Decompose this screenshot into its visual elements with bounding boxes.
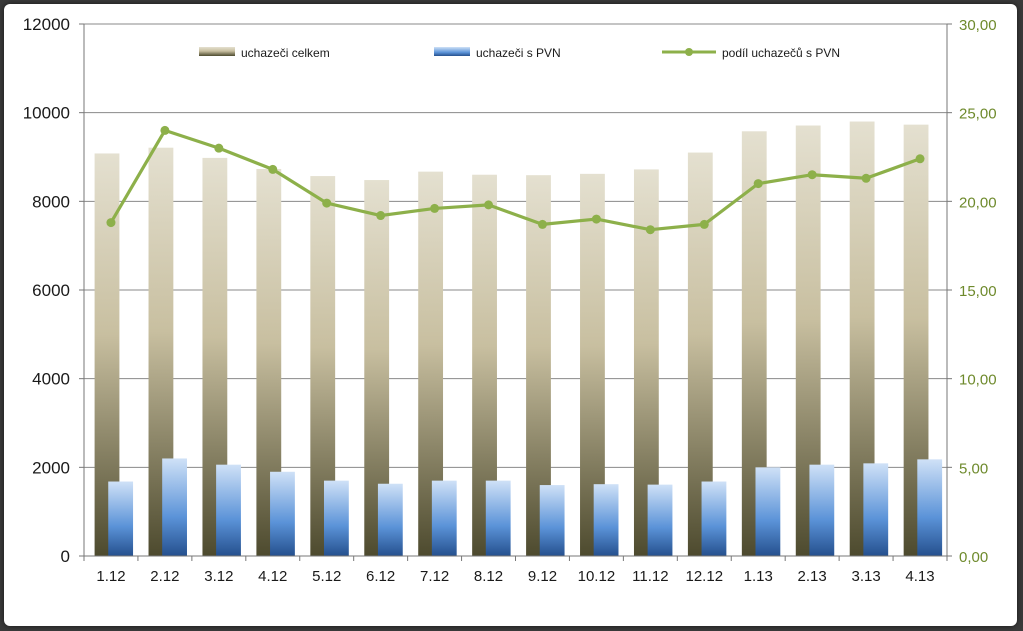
share-line-point — [268, 164, 278, 174]
legend-label-1: uchazeči celkem — [241, 46, 330, 60]
left-axis-tick-label: 4000 — [32, 370, 70, 389]
legend-swatch-2 — [434, 47, 470, 56]
left-axis-tick-label: 2000 — [32, 458, 70, 477]
share-line-point — [807, 170, 817, 180]
bar-pvn — [377, 483, 403, 556]
chart-frame: 0 0,00 2000 5,00 4000 10,00 6000 15,00 8000 20,00… — [4, 4, 1017, 626]
left-axis-tick-label: 0 — [61, 547, 70, 566]
x-axis-tick-label: 1.12 — [96, 568, 125, 585]
bar-pvn — [162, 458, 187, 556]
right-axis-tick-label: 0,00 — [959, 549, 988, 566]
bar-pvn — [863, 463, 889, 556]
bar-pvn — [593, 484, 619, 556]
share-line-point — [376, 211, 386, 221]
share-line-point — [322, 198, 332, 208]
legend-label-3: podíl uchazečů s PVN — [722, 46, 840, 60]
share-line-point — [699, 219, 709, 229]
legend-swatch-marker — [685, 48, 693, 56]
bar-pvn — [809, 464, 835, 556]
bar-pvn — [270, 471, 295, 556]
bar-pvn — [431, 480, 457, 556]
share-line-point — [160, 125, 170, 135]
share-line-point — [861, 173, 871, 183]
left-axis-tick-label: 6000 — [32, 281, 70, 300]
x-axis-tick-label: 3.12 — [204, 568, 233, 585]
x-axis-tick-label: 7.12 — [420, 568, 449, 585]
right-axis-tick-label: 20,00 — [959, 194, 997, 211]
left-axis-tick-label: 8000 — [32, 192, 70, 211]
combo-chart: 0 0,00 2000 5,00 4000 10,00 6000 15,00 8000 20,00… — [23, 15, 997, 585]
legend-label-2: uchazeči s PVN — [476, 46, 561, 60]
bar-pvn — [755, 467, 781, 556]
legend: uchazeči celkem uchazeči s PVN podíl uchaz… — [199, 46, 840, 60]
bars — [94, 121, 943, 557]
right-axis-tick-label: 30,00 — [959, 17, 997, 34]
axes: 0 0,00 2000 5,00 4000 10,00 6000 15,00 8000 20,00… — [23, 15, 997, 585]
share-line — [109, 128, 921, 232]
bar-pvn — [323, 480, 349, 556]
share-line-point — [214, 143, 224, 153]
x-axis-tick-label: 11.12 — [632, 568, 668, 585]
bar-pvn — [701, 481, 727, 556]
x-axis-tick-label: 2.13 — [798, 568, 827, 585]
left-axis-tick-label: 10000 — [23, 104, 70, 123]
x-axis-tick-label: 1.13 — [744, 568, 773, 585]
share-line-point — [915, 154, 925, 164]
right-axis-tick-label: 25,00 — [959, 106, 997, 123]
share-line-series — [106, 125, 925, 235]
left-axis-tick-label: 12000 — [23, 15, 70, 34]
share-line-point — [484, 200, 494, 210]
share-line-point — [591, 214, 601, 224]
right-axis-tick-label: 5,00 — [959, 460, 988, 477]
share-line-point — [645, 225, 655, 235]
bar-pvn — [539, 485, 565, 556]
bar-pvn — [485, 480, 511, 556]
x-axis-tick-label: 10.12 — [578, 568, 616, 585]
bar-pvn — [108, 481, 134, 556]
x-axis-tick-label: 3.13 — [851, 568, 880, 585]
x-axis-tick-label: 9.12 — [528, 568, 557, 585]
x-axis-tick-label: 8.12 — [474, 568, 503, 585]
x-axis-tick-label: 4.12 — [258, 568, 287, 585]
x-axis-tick-label: 5.12 — [312, 568, 341, 585]
bar-pvn — [647, 484, 673, 556]
x-axis-tick-label: 2.12 — [150, 568, 179, 585]
right-axis-tick-label: 15,00 — [959, 283, 997, 300]
x-axis-tick-label: 12.12 — [686, 568, 724, 585]
right-axis-tick-label: 10,00 — [959, 372, 997, 389]
share-line-point — [430, 203, 440, 213]
share-line-point — [106, 218, 116, 228]
share-line-point — [537, 219, 547, 229]
bar-pvn — [917, 459, 943, 556]
bar-pvn — [216, 464, 241, 556]
x-axis-tick-label: 4.13 — [905, 568, 934, 585]
share-line-point — [753, 179, 763, 189]
legend-swatch-1 — [199, 47, 235, 56]
x-axis-tick-label: 6.12 — [366, 568, 395, 585]
